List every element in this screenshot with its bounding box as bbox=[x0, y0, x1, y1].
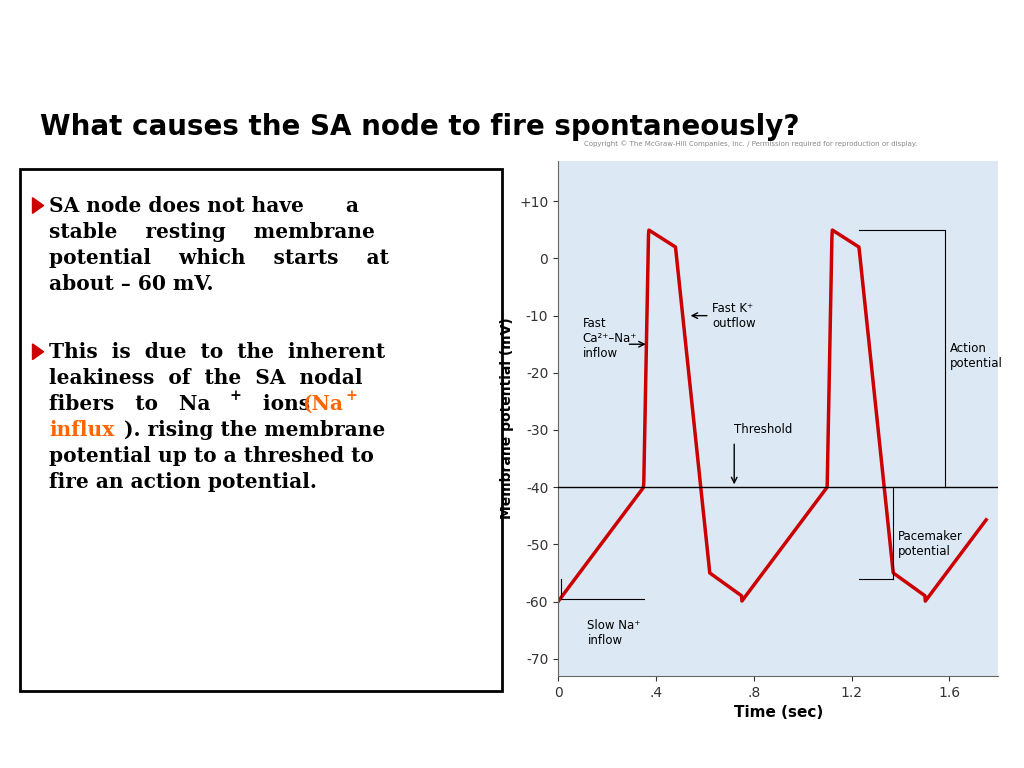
Text: stable    resting    membrane: stable resting membrane bbox=[49, 222, 375, 242]
Polygon shape bbox=[33, 344, 44, 359]
Text: ). rising the membrane: ). rising the membrane bbox=[124, 420, 385, 440]
Text: Threshold: Threshold bbox=[734, 423, 793, 436]
Text: Self-excitation of SA node:: Self-excitation of SA node: bbox=[40, 32, 637, 75]
Text: Pacemaker
potential: Pacemaker potential bbox=[898, 531, 963, 558]
Text: This  is  due  to  the  inherent: This is due to the inherent bbox=[49, 342, 385, 362]
Text: Copyright © The McGraw-Hill Companies, Inc. / Permission required for reproducti: Copyright © The McGraw-Hill Companies, I… bbox=[584, 141, 916, 147]
Text: fire an action potential.: fire an action potential. bbox=[49, 472, 317, 492]
Text: Slow Na⁺
inflow: Slow Na⁺ inflow bbox=[588, 619, 641, 647]
Text: about – 60 mV.: about – 60 mV. bbox=[49, 274, 214, 294]
Text: influx: influx bbox=[49, 420, 115, 440]
Y-axis label: Membrane potential (mV): Membrane potential (mV) bbox=[500, 318, 514, 519]
Text: What causes the SA node to fire spontaneously?: What causes the SA node to fire spontane… bbox=[40, 113, 800, 141]
Text: Fast K⁺
outflow: Fast K⁺ outflow bbox=[713, 302, 756, 329]
Text: SA node does not have      a: SA node does not have a bbox=[49, 196, 359, 216]
Text: potential up to a threshed to: potential up to a threshed to bbox=[49, 446, 374, 466]
Text: ions: ions bbox=[249, 394, 325, 414]
Text: potential    which    starts    at: potential which starts at bbox=[49, 248, 389, 268]
Text: fibers   to   Na: fibers to Na bbox=[49, 394, 211, 414]
Text: (Na: (Na bbox=[302, 394, 343, 414]
Text: Action
potential: Action potential bbox=[949, 342, 1002, 369]
Polygon shape bbox=[33, 197, 44, 214]
Text: +: + bbox=[229, 389, 242, 403]
Text: Fast
Ca²⁺–Na⁺
inflow: Fast Ca²⁺–Na⁺ inflow bbox=[583, 317, 637, 360]
Text: leakiness  of  the  SA  nodal: leakiness of the SA nodal bbox=[49, 368, 362, 388]
X-axis label: Time (sec): Time (sec) bbox=[733, 705, 823, 720]
FancyBboxPatch shape bbox=[20, 169, 502, 691]
Text: +: + bbox=[345, 389, 357, 403]
